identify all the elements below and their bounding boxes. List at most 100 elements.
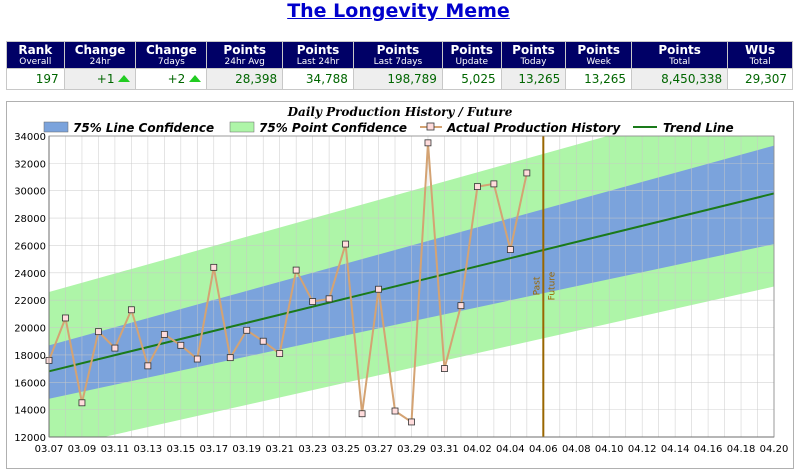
x-tick-label: 03.19: [232, 444, 261, 455]
x-tick-label: 03.07: [35, 444, 64, 455]
actual-point: [325, 295, 333, 303]
x-tick-label: 03.17: [199, 444, 228, 455]
legend-swatch-point-confidence: [229, 121, 255, 133]
production-chart: Daily Production History / Future 75% Li…: [6, 101, 794, 469]
actual-point: [210, 263, 218, 271]
actual-point: [408, 418, 415, 426]
value-points-today: 13,265: [500, 68, 567, 90]
y-tick-label: 28000: [14, 214, 46, 225]
x-tick-label: 04.12: [628, 444, 657, 455]
actual-point: [457, 302, 465, 310]
legend-marker-actual: [426, 122, 435, 131]
actual-point: [309, 298, 317, 305]
up-arrow-icon: [189, 75, 202, 82]
y-tick-label: 22000: [14, 296, 46, 307]
actual-point: [490, 180, 498, 188]
marker-label-future: Future: [547, 271, 557, 300]
actual-point: [127, 306, 135, 314]
stats-header-row: Rank Overall Change 24hr Change 7days Point…: [6, 41, 793, 69]
actual-point: [358, 410, 366, 418]
actual-point: [276, 350, 284, 357]
y-tick-label: 30000: [14, 187, 46, 198]
y-tick-label: 12000: [14, 433, 46, 444]
actual-point: [144, 362, 152, 370]
y-tick-label: 32000: [14, 159, 46, 170]
value-change-7days: +2: [135, 68, 208, 90]
actual-point: [177, 341, 185, 349]
y-tick-label: 16000: [14, 378, 46, 389]
header-points-week: Points Week: [565, 41, 633, 69]
y-tick-label: 26000: [14, 241, 46, 252]
x-tick-label: 04.14: [661, 444, 690, 455]
actual-point: [111, 344, 119, 352]
value-rank-overall: 197: [6, 68, 65, 90]
legend-label-point-confidence: 75% Point Confidence: [259, 121, 407, 135]
header-points-last-24hr: Points Last 24hr: [282, 41, 354, 69]
y-tick-label: 24000: [14, 269, 46, 280]
x-tick-label: 03.09: [68, 444, 97, 455]
legend-label-line-confidence: 75% Line Confidence: [73, 121, 214, 135]
header-points-today: Points Today: [500, 41, 567, 69]
plot-area: 12000 14000 16000 18000 20000 22000 24000 26000…: [14, 132, 788, 455]
chart-title: Daily Production History / Future: [287, 105, 513, 119]
header-rank-overall: Rank Overall: [6, 41, 65, 69]
x-tick-label: 04.08: [562, 444, 591, 455]
legend-label-trend: Trend Line: [663, 121, 734, 135]
actual-point: [342, 240, 349, 248]
x-tick-label: 03.23: [298, 444, 327, 455]
x-tick-label: 03.31: [430, 444, 459, 455]
actual-point: [506, 246, 514, 253]
x-tick-label: 04.18: [727, 444, 756, 455]
actual-point: [441, 365, 448, 372]
x-tick-label: 04.10: [595, 444, 624, 455]
page-title[interactable]: The Longevity Meme: [287, 0, 510, 22]
header-change-7days: Change 7days: [135, 41, 208, 69]
x-tick-label: 04.04: [496, 444, 525, 455]
y-tick-label: 20000: [14, 324, 46, 335]
value-points-last-7days: 198,789: [352, 68, 443, 90]
y-tick-label: 34000: [14, 132, 46, 143]
x-tick-label: 03.25: [331, 444, 360, 455]
x-tick-label: 04.02: [463, 444, 492, 455]
value-points-last-24hr: 34,788: [282, 68, 354, 90]
header-points-24hr-avg: Points 24hr Avg: [206, 41, 284, 69]
header-points-total: Points Total: [631, 41, 729, 69]
marker-label-past: Past: [532, 276, 542, 295]
value-points-update: 5,025: [441, 68, 502, 90]
chart-legend: 75% Line Confidence 75% Point Confidence…: [43, 121, 734, 135]
actual-point: [259, 337, 267, 345]
x-tick-label: 03.15: [166, 444, 195, 455]
actual-production-line: [48, 142, 528, 424]
actual-point: [78, 399, 86, 407]
stats-value-row: 197 +1 +2 28,398 34,788 198,789 5,025 13…: [6, 68, 793, 90]
actual-point: [226, 354, 234, 362]
value-change-24hr: +1: [63, 68, 137, 90]
actual-point: [292, 266, 300, 274]
header-points-update: Points Update: [441, 41, 502, 69]
stats-table: Rank Overall Change 24hr Change 7days Point…: [6, 41, 793, 90]
x-tick-label: 04.16: [694, 444, 723, 455]
x-tick-label: 04.06: [529, 444, 558, 455]
header-wus-total: WUs Total: [727, 41, 793, 69]
value-wus-total: 29,307: [727, 68, 793, 90]
x-tick-label: 03.11: [101, 444, 130, 455]
actual-point: [523, 169, 531, 177]
value-points-week: 13,265: [565, 68, 633, 90]
actual-point: [375, 285, 382, 293]
actual-point: [391, 407, 399, 415]
y-tick-label: 18000: [14, 351, 46, 362]
value-points-total: 8,450,338: [631, 68, 729, 90]
header-change-24hr: Change 24hr: [63, 41, 137, 69]
x-tick-label: 03.13: [134, 444, 163, 455]
production-chart-svg: Daily Production History / Future 75% Li…: [14, 105, 788, 455]
up-arrow-icon: [118, 75, 131, 82]
x-tick-label: 03.21: [265, 444, 294, 455]
actual-point: [474, 183, 481, 191]
y-tick-label: 14000: [14, 406, 46, 417]
header-points-last-7days: Points Last 7days: [352, 41, 443, 69]
actual-point: [243, 326, 251, 334]
legend-swatch-line-confidence: [43, 121, 69, 133]
actual-point: [160, 330, 168, 338]
x-tick-label: 03.27: [364, 444, 393, 455]
value-points-24hr-avg: 28,398: [206, 68, 284, 90]
